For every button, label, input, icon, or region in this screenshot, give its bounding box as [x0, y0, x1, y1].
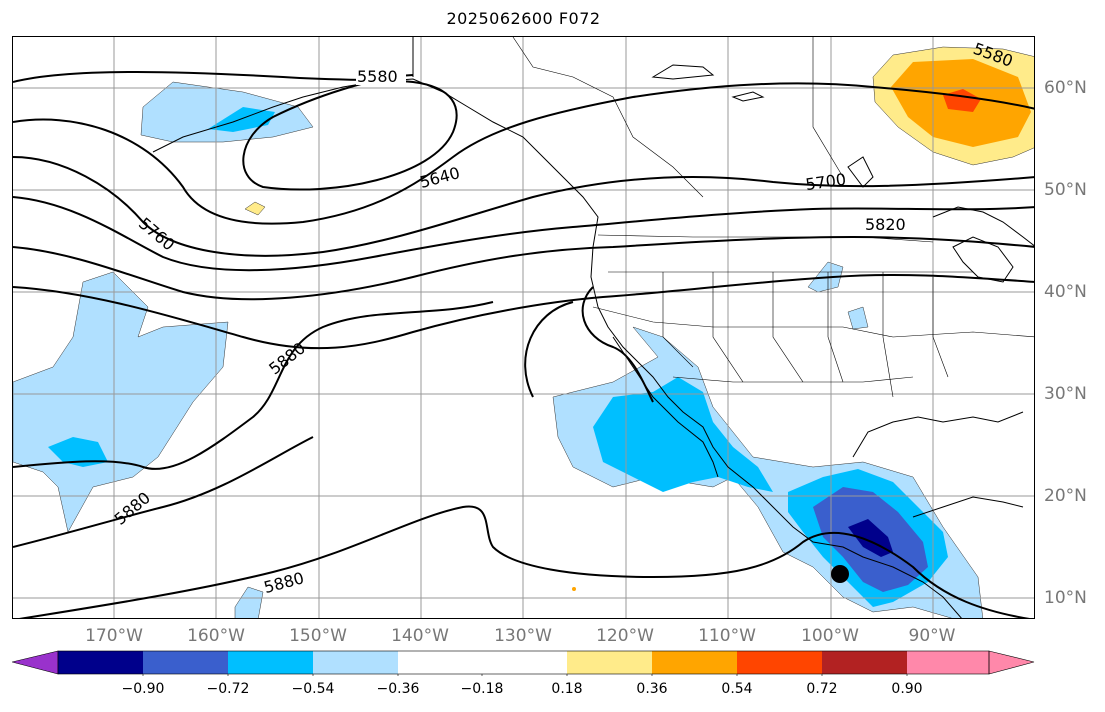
colorbar-extend-high — [988, 650, 1035, 675]
contour-label-5880-b: 5880 — [111, 488, 154, 529]
colorbar-segment — [228, 651, 313, 674]
lat-label: 40°N — [1044, 282, 1087, 302]
lon-label: 100°W — [801, 626, 859, 646]
lat-label: 30°N — [1044, 384, 1087, 404]
colorbar — [12, 650, 1035, 676]
colorbar-segment — [313, 651, 398, 674]
colorbar-segment — [567, 651, 652, 674]
colorbar-tick: −0.72 — [206, 681, 250, 697]
colorbar-segment — [58, 651, 143, 674]
lon-label: 110°W — [698, 626, 756, 646]
colorbar-tick: −0.54 — [291, 681, 335, 697]
colorbar-extend-low — [12, 650, 59, 675]
lon-label: 170°W — [85, 626, 143, 646]
colorbar-tick: 0.18 — [551, 681, 583, 697]
lon-label: 150°W — [289, 626, 347, 646]
lat-label: 50°N — [1044, 180, 1087, 200]
location-marker — [831, 565, 849, 583]
colorbar-segment — [398, 651, 567, 674]
lat-label: 60°N — [1044, 78, 1087, 98]
colorbar-segment — [652, 651, 737, 674]
colorbar-tick: 0.36 — [636, 681, 668, 697]
contour-label-5820: 5820 — [865, 215, 906, 234]
lat-label: 20°N — [1044, 486, 1087, 506]
colorbar-tick: −0.90 — [121, 681, 165, 697]
small-orange-dot — [572, 587, 576, 591]
lon-label: 130°W — [494, 626, 552, 646]
contour-label-5580-west: 5580 — [357, 67, 398, 86]
height-contours — [13, 71, 1034, 618]
colorbar-segment — [907, 651, 989, 674]
colorbar-tick: −0.36 — [376, 681, 420, 697]
colorbar-segment — [143, 651, 228, 674]
colorbar-segment — [822, 651, 907, 674]
colorbar-tick: 0.72 — [806, 681, 838, 697]
lon-label: 160°W — [187, 626, 245, 646]
contour-label-5640: 5640 — [418, 163, 462, 192]
lon-label: 120°W — [596, 626, 654, 646]
contour-label-5760: 5760 — [135, 214, 178, 255]
map-title: 2025062600 F072 — [446, 9, 601, 28]
anomaly-shading — [13, 46, 1034, 618]
lon-label: 140°W — [391, 626, 449, 646]
map-panel: 5580 5580 5640 5700 5760 5820 5880 5880 … — [12, 36, 1035, 619]
colorbar-tick: −0.18 — [460, 681, 504, 697]
colorbar-tick: 0.54 — [721, 681, 753, 697]
colorbar-tick: 0.90 — [891, 681, 923, 697]
lat-label: 10°N — [1044, 588, 1087, 608]
map-svg: 5580 5580 5640 5700 5760 5820 5880 5880 … — [13, 37, 1034, 618]
political-borders — [512, 37, 1034, 398]
colorbar-segment — [737, 651, 822, 674]
lon-label: 90°W — [908, 626, 956, 646]
